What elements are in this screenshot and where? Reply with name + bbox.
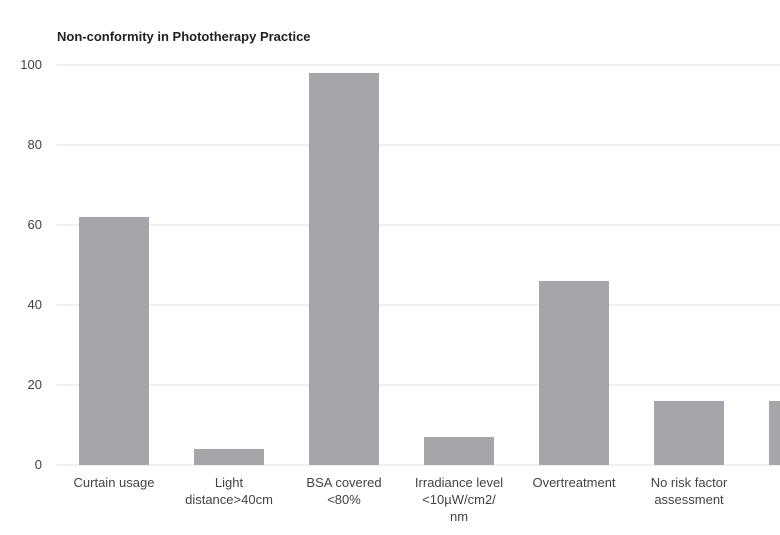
x-tick-label: BSA covered <80% xyxy=(306,475,381,507)
bar xyxy=(79,217,149,465)
bar xyxy=(539,281,609,465)
bar xyxy=(194,449,264,465)
y-tick-label: 100 xyxy=(20,57,42,72)
bar xyxy=(309,73,379,465)
x-tick-label: Light distance>40cm xyxy=(185,475,273,507)
bar xyxy=(654,401,724,465)
x-tick-label: Overtreatment xyxy=(532,475,615,490)
bar xyxy=(769,401,780,465)
x-tick-label: Irradiance level <10µW/cm2/nm xyxy=(415,475,503,524)
y-tick-label: 40 xyxy=(28,297,42,312)
x-tick-label: No risk factor assessment xyxy=(651,475,728,507)
y-tick-label: 80 xyxy=(28,137,42,152)
y-tick-label: 0 xyxy=(35,457,42,472)
x-tick-label: Curtain usage xyxy=(74,475,155,490)
y-tick-label: 20 xyxy=(28,377,42,392)
chart-title: Non-conformity in Phototherapy Practice xyxy=(57,29,311,44)
y-tick-label: 60 xyxy=(28,217,42,232)
bar xyxy=(424,437,494,465)
